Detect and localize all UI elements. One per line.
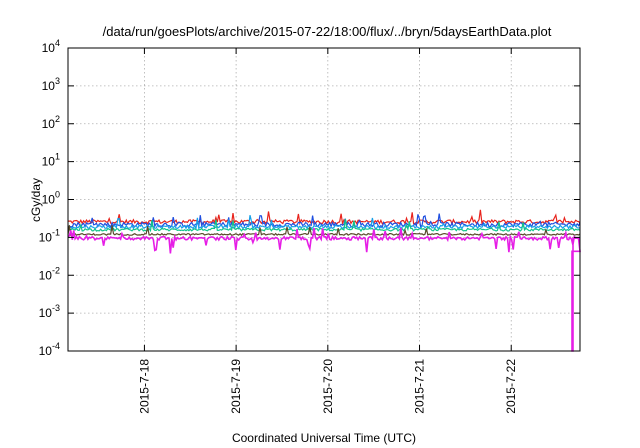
x-axis-label: Coordinated Universal Time (UTC) xyxy=(232,431,416,445)
y-tick-label: 10-2 xyxy=(39,265,60,282)
y-tick-label: 10-4 xyxy=(39,341,60,358)
x-tick-label: 2015-7-18 xyxy=(137,359,151,414)
x-tick-label: 2015-7-20 xyxy=(321,359,335,414)
y-tick-label: 103 xyxy=(42,76,60,93)
y-tick-label: 101 xyxy=(42,152,60,169)
series-line xyxy=(67,213,581,229)
series-line xyxy=(67,219,581,233)
y-tick-label: 10-1 xyxy=(39,227,60,244)
grid xyxy=(68,48,580,351)
series-line xyxy=(67,227,581,352)
y-tick-label: 102 xyxy=(42,114,60,131)
x-tick-label: 2015-7-21 xyxy=(413,359,427,414)
chart-title: /data/run/goesPlots/archive/2015-07-22/1… xyxy=(103,24,552,39)
x-tick-label: 2015-7-22 xyxy=(504,359,518,414)
x-axis: 2015-7-18 2015-7-19 2015-7-20 2015-7-21 2015… xyxy=(137,48,518,414)
series-layer xyxy=(67,209,581,352)
y-tick-label: 10-3 xyxy=(39,303,60,320)
y-axis-label: cGy/day xyxy=(29,178,43,222)
y-tick-label: 100 xyxy=(42,190,60,207)
y-tick-label: 104 xyxy=(42,38,60,55)
x-tick-label: 2015-7-19 xyxy=(229,359,243,414)
y-axis: 104 103 102 101 100 10-1 10-2 10-3 10-4 xyxy=(39,38,580,358)
